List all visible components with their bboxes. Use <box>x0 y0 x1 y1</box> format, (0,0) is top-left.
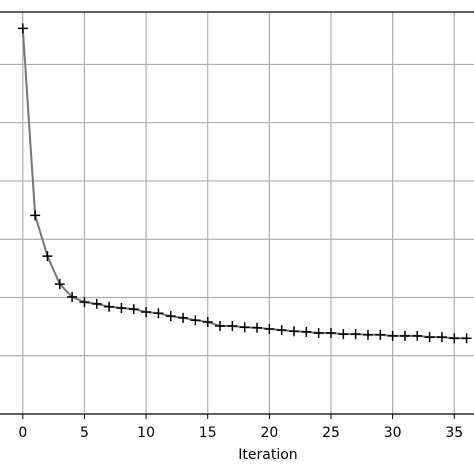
marker <box>424 332 435 343</box>
marker <box>412 330 423 341</box>
marker <box>202 316 213 327</box>
marker <box>276 325 287 336</box>
marker <box>399 330 410 341</box>
marker <box>165 311 176 322</box>
marker <box>325 328 336 339</box>
marker <box>30 210 41 221</box>
marker <box>436 332 447 343</box>
x-tick-label: 5 <box>80 425 89 441</box>
marker <box>79 297 90 308</box>
marker <box>227 321 238 332</box>
x-axis-label: Iteration <box>238 447 297 463</box>
marker <box>362 329 373 340</box>
marker <box>461 333 472 344</box>
marker <box>91 298 102 309</box>
marker <box>289 326 300 337</box>
marker <box>104 301 115 312</box>
line <box>21 28 467 340</box>
marker <box>387 330 398 341</box>
marker <box>338 329 349 340</box>
marker <box>67 291 78 302</box>
x-tick-label: 10 <box>137 425 155 441</box>
marker <box>42 251 53 262</box>
marker <box>116 302 127 313</box>
marker <box>252 322 263 333</box>
marker <box>190 315 201 326</box>
marker <box>375 329 386 340</box>
x-tick-label: 25 <box>322 425 340 441</box>
marker <box>239 322 250 333</box>
marker <box>449 333 460 344</box>
x-tick-label: 30 <box>384 425 402 441</box>
marker <box>141 307 152 318</box>
x-tick-label: 35 <box>445 425 463 441</box>
marker <box>313 328 324 339</box>
marker <box>215 321 226 332</box>
marker <box>178 312 189 323</box>
x-tick-label: 20 <box>260 425 278 441</box>
marker <box>301 326 312 337</box>
x-tick-label: 0 <box>18 425 27 441</box>
x-tick-label: 15 <box>199 425 217 441</box>
marker <box>350 329 361 340</box>
marker <box>264 323 275 334</box>
marker <box>128 304 139 315</box>
marker <box>153 308 164 319</box>
marker <box>54 279 65 290</box>
marker <box>17 23 28 34</box>
